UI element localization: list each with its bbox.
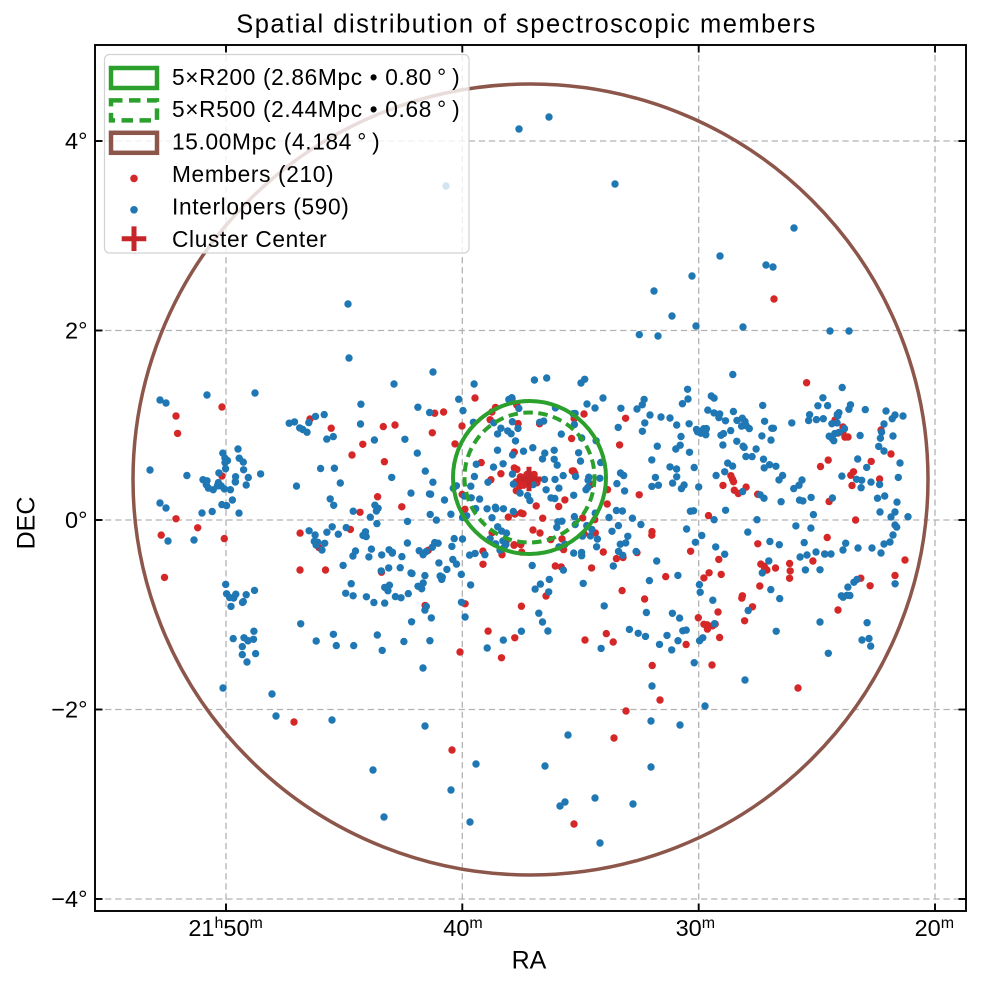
svg-text:−4°: −4° (51, 886, 87, 912)
svg-text:Cluster Center: Cluster Center (172, 226, 327, 252)
svg-text:Spatial distribution of spectr: Spatial distribution of spectroscopic me… (236, 11, 817, 39)
svg-text:Members (210): Members (210) (172, 161, 334, 187)
svg-text:0°: 0° (65, 507, 87, 533)
svg-text:4°: 4° (65, 128, 87, 154)
svg-text:5×R200 (2.86Mpc • 0.80 ° ): 5×R200 (2.86Mpc • 0.80 ° ) (172, 64, 460, 90)
svg-text:2°: 2° (65, 318, 87, 344)
svg-text:−2°: −2° (51, 697, 87, 723)
svg-text:DEC: DEC (13, 497, 41, 550)
svg-text:Interlopers (590): Interlopers (590) (172, 193, 350, 219)
svg-text:RA: RA (512, 947, 547, 975)
svg-text:15.00Mpc (4.184 ° ): 15.00Mpc (4.184 ° ) (172, 129, 380, 155)
svg-text:5×R500 (2.44Mpc • 0.68 ° ): 5×R500 (2.44Mpc • 0.68 ° ) (172, 96, 460, 122)
svg-text:40m: 40m (443, 915, 482, 941)
svg-text:21h50m: 21h50m (188, 915, 263, 941)
svg-text:30m: 30m (676, 915, 715, 941)
svg-text:20m: 20m (915, 915, 954, 941)
